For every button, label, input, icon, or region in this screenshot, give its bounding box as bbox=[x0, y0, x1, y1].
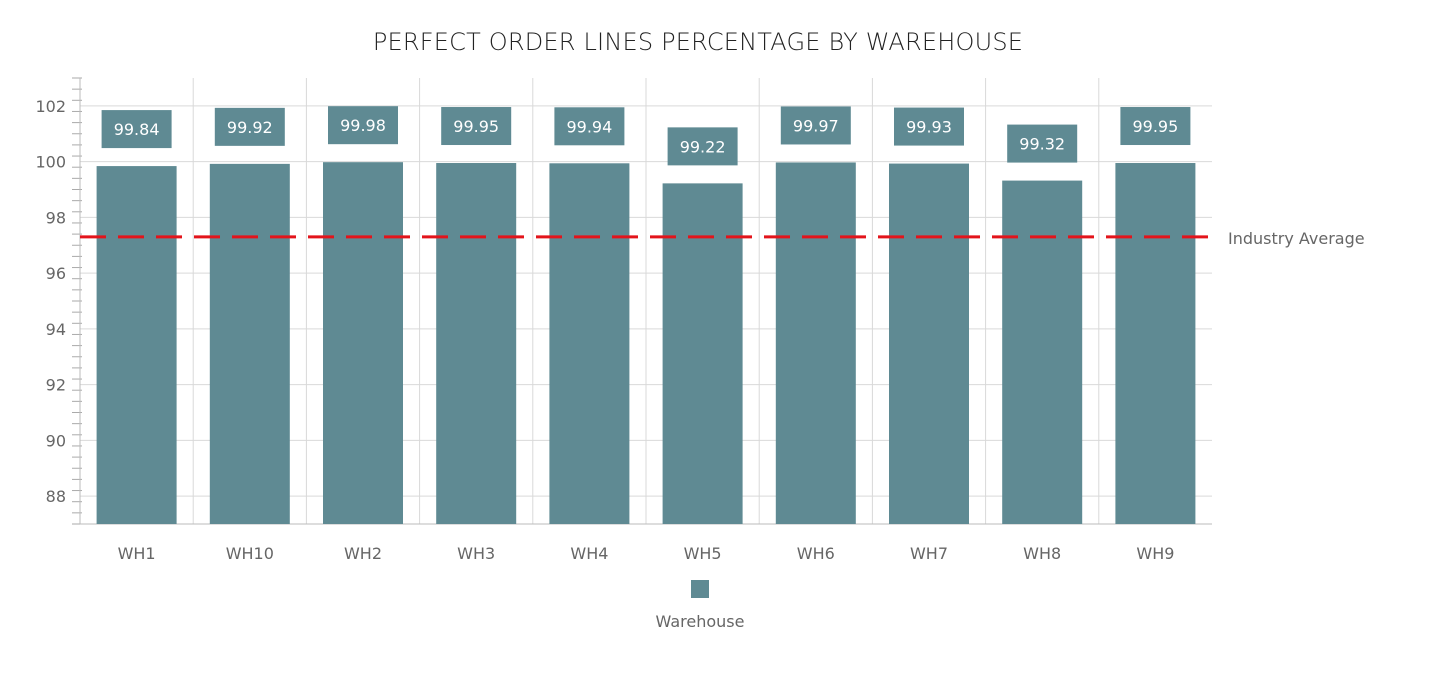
data-label-box bbox=[101, 110, 172, 149]
data-label-box bbox=[554, 107, 625, 146]
data-label-box bbox=[894, 107, 964, 146]
data-label: 99.98 bbox=[340, 116, 386, 135]
data-label-box bbox=[441, 107, 512, 146]
data-label-box bbox=[1007, 124, 1078, 163]
data-label: 99.92 bbox=[227, 118, 273, 137]
x-tick-label: WH7 bbox=[910, 544, 948, 563]
data-label-box bbox=[214, 107, 285, 146]
x-tick-label: WH10 bbox=[226, 544, 274, 563]
x-tick-label: WH8 bbox=[1023, 544, 1061, 563]
bar-wh1 bbox=[96, 166, 177, 524]
data-label: 99.93 bbox=[906, 118, 952, 137]
bar-wh5 bbox=[662, 183, 743, 524]
bar-wh3 bbox=[436, 163, 517, 525]
bar-wh2 bbox=[323, 162, 403, 524]
data-label-box bbox=[328, 106, 398, 145]
data-label-box bbox=[1120, 107, 1191, 146]
data-label: 99.94 bbox=[566, 117, 612, 136]
legend-swatch bbox=[691, 580, 709, 598]
bar-wh7 bbox=[889, 163, 969, 525]
y-tick-label: 92 bbox=[46, 376, 66, 395]
data-label: 99.32 bbox=[1019, 135, 1065, 154]
data-label: 99.22 bbox=[680, 137, 726, 156]
y-tick-label: 96 bbox=[46, 264, 66, 283]
x-tick-label: WH1 bbox=[118, 544, 156, 563]
data-label: 99.95 bbox=[1132, 117, 1178, 136]
data-label: 99.97 bbox=[793, 116, 839, 135]
y-tick-label: 88 bbox=[46, 487, 66, 506]
x-tick-label: WH9 bbox=[1136, 544, 1174, 563]
bar-wh4 bbox=[549, 163, 630, 525]
y-tick-label: 94 bbox=[46, 320, 66, 339]
y-tick-label: 100 bbox=[35, 153, 66, 172]
y-tick-label: 102 bbox=[35, 97, 66, 116]
x-tick-label: WH4 bbox=[570, 544, 608, 563]
bar-wh10 bbox=[209, 163, 290, 525]
x-tick-label: WH5 bbox=[684, 544, 722, 563]
x-tick-label: WH2 bbox=[344, 544, 382, 563]
bar-wh6 bbox=[775, 162, 856, 524]
y-tick-label: 98 bbox=[46, 208, 66, 227]
x-tick-label: WH6 bbox=[797, 544, 835, 563]
chart-title: PERFECT ORDER LINES PERCENTAGE BY WAREHO… bbox=[372, 28, 1024, 56]
bar-wh8 bbox=[1002, 180, 1083, 524]
data-label: 99.95 bbox=[453, 117, 499, 136]
data-label-box bbox=[667, 127, 738, 166]
y-tick-label: 90 bbox=[46, 431, 66, 450]
legend-label: Warehouse bbox=[655, 612, 745, 631]
bar-wh9 bbox=[1115, 163, 1196, 525]
data-label: 99.84 bbox=[114, 120, 160, 139]
data-label-box bbox=[780, 106, 851, 145]
x-tick-label: WH3 bbox=[457, 544, 495, 563]
legend[interactable]: Warehouse bbox=[600, 580, 800, 631]
industry-average-label: Industry Average bbox=[1228, 229, 1365, 248]
